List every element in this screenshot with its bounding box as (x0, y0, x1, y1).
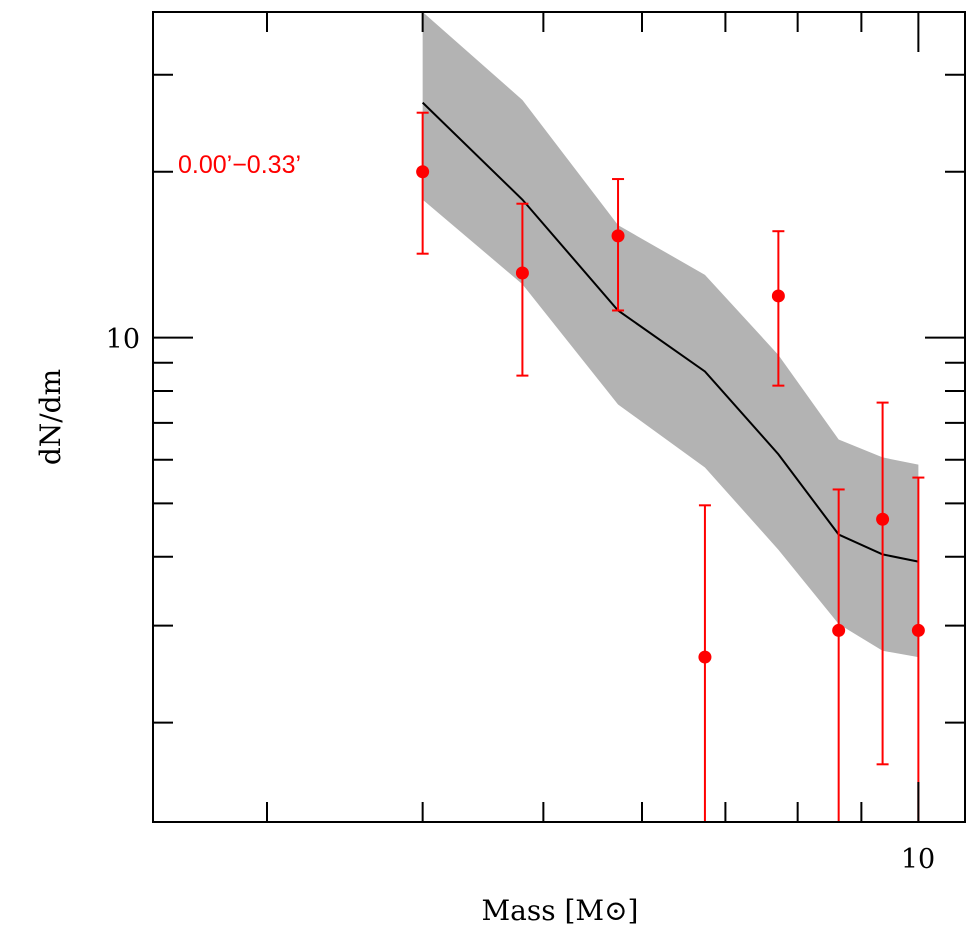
y-axis-label: dN/dm (34, 369, 67, 465)
data-point (416, 165, 430, 179)
confidence-band (422, 12, 919, 658)
model-line (421, 101, 919, 563)
data-point (611, 229, 625, 243)
plot-frame (152, 11, 966, 823)
confidence-band-layer (422, 12, 919, 658)
data-point (876, 512, 890, 526)
data-point (698, 650, 712, 664)
data-points-layer (416, 111, 925, 822)
data-point (515, 266, 529, 280)
data-point (771, 289, 785, 303)
y-tick-label-10: 10 (106, 324, 140, 355)
data-point (832, 623, 846, 637)
ticks-layer (153, 12, 965, 822)
data-point (911, 623, 925, 637)
x-axis-label: Mass [M⊙] (482, 894, 639, 927)
model-line-layer (421, 101, 919, 563)
x-tick-label-10: 10 (901, 844, 935, 875)
radius-annotation: 0.00’−0.33’ (178, 151, 301, 179)
